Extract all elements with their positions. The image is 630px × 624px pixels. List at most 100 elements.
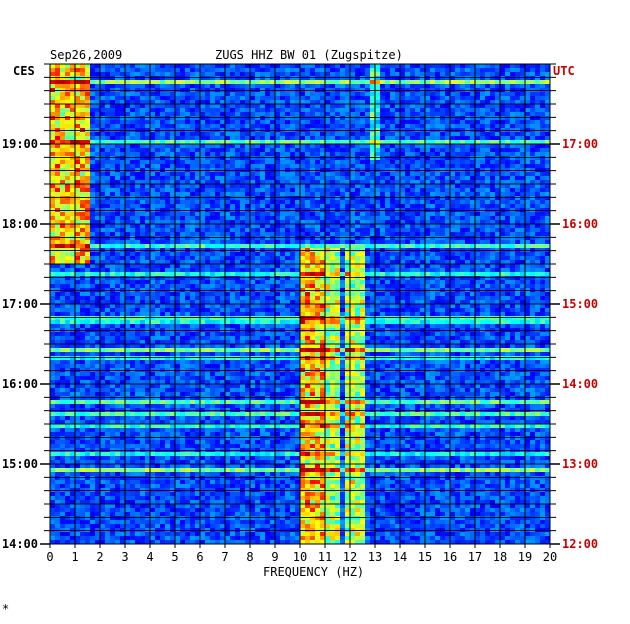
heatmap-cell (100, 160, 106, 165)
heatmap-cell (235, 104, 241, 109)
heatmap-cell (145, 100, 151, 105)
heatmap-cell (270, 124, 276, 129)
heatmap-cell (500, 200, 506, 205)
heatmap-cell (140, 216, 146, 221)
heatmap-cell (410, 136, 416, 141)
heatmap-cell (270, 232, 276, 237)
heatmap-cell (460, 68, 466, 73)
heatmap-cell (240, 148, 246, 153)
heatmap-cell (385, 188, 391, 193)
heatmap-cell (365, 72, 371, 77)
heatmap-cell (440, 200, 446, 205)
heatmap-cell (330, 196, 336, 201)
heatmap-cell (425, 176, 431, 181)
heatmap-cell (290, 136, 296, 141)
heatmap-cell (90, 156, 96, 161)
heatmap-cell (145, 132, 151, 137)
heatmap-cell (365, 228, 371, 233)
heatmap-cell (160, 252, 166, 257)
heatmap-cell (175, 240, 181, 245)
heatmap-cell (135, 116, 141, 121)
heatmap-cell (195, 256, 201, 261)
heatmap-cell (480, 120, 486, 125)
heatmap-cell (545, 80, 551, 85)
heatmap-cell (240, 236, 246, 241)
heatmap-cell (380, 256, 386, 261)
heatmap-cell (450, 228, 456, 233)
heatmap-cell (215, 244, 221, 249)
heatmap-cell (305, 76, 311, 81)
heatmap-cell (400, 196, 406, 201)
heatmap-cell (280, 104, 286, 109)
heatmap-cell (60, 148, 66, 153)
heatmap-cell (450, 160, 456, 165)
heatmap-cell (475, 124, 481, 129)
heatmap-cell (110, 120, 116, 125)
heatmap-cell (440, 116, 446, 121)
heatmap-cell (435, 156, 441, 161)
heatmap-cell (115, 76, 121, 81)
heatmap-cell (160, 140, 166, 145)
heatmap-cell (495, 236, 501, 241)
heatmap-cell (480, 196, 486, 201)
heatmap-cell (60, 196, 66, 201)
heatmap-cell (120, 216, 126, 221)
heatmap-cell (530, 68, 536, 73)
heatmap-cell (340, 164, 346, 169)
heatmap-cell (60, 176, 66, 181)
heatmap-cell (415, 160, 421, 165)
heatmap-cell (155, 132, 161, 137)
heatmap-cell (545, 216, 551, 221)
heatmap-cell (375, 116, 381, 121)
heatmap-cell (300, 204, 306, 209)
heatmap-cell (460, 112, 466, 117)
heatmap-cell (275, 164, 281, 169)
heatmap-cell (425, 200, 431, 205)
heatmap-cell (545, 184, 551, 189)
heatmap-cell (475, 236, 481, 241)
heatmap-cell (385, 112, 391, 117)
heatmap-cell (540, 244, 546, 249)
heatmap-cell (325, 156, 331, 161)
heatmap-cell (335, 164, 341, 169)
heatmap-cell (515, 108, 521, 113)
heatmap-cell (445, 196, 451, 201)
heatmap-cell (170, 196, 176, 201)
heatmap-cell (420, 260, 426, 265)
heatmap-cell (430, 96, 436, 101)
ces-label: CES (13, 64, 35, 78)
heatmap-cell (290, 188, 296, 193)
heatmap-cell (535, 212, 541, 217)
heatmap-cell (325, 200, 331, 205)
heatmap-cell (415, 104, 421, 109)
heatmap-cell (320, 232, 326, 237)
heatmap-cell (250, 124, 256, 129)
heatmap-cell (335, 148, 341, 153)
heatmap-cell (485, 260, 491, 265)
heatmap-cell (455, 232, 461, 237)
heatmap-cell (65, 116, 71, 121)
heatmap-cell (265, 184, 271, 189)
heatmap-cell (515, 72, 521, 77)
heatmap-cell (360, 124, 366, 129)
heatmap-cell (425, 256, 431, 261)
heatmap-cell (120, 184, 126, 189)
heatmap-cell (465, 220, 471, 225)
heatmap-cell (60, 144, 66, 149)
heatmap-cell (455, 148, 461, 153)
heatmap-cell (325, 192, 331, 197)
heatmap-cell (125, 224, 131, 229)
heatmap-cell (100, 204, 106, 209)
heatmap-cell (55, 112, 61, 117)
heatmap-cell (450, 152, 456, 157)
heatmap-cell (145, 140, 151, 145)
heatmap-cell (355, 228, 361, 233)
heatmap-cell (325, 216, 331, 221)
heatmap-cell (215, 64, 221, 69)
heatmap-cell (265, 76, 271, 81)
heatmap-cell (235, 224, 241, 229)
heatmap-cell (310, 240, 316, 245)
heatmap-cell (475, 228, 481, 233)
heatmap-cell (375, 240, 381, 245)
heatmap-cell (70, 92, 76, 97)
